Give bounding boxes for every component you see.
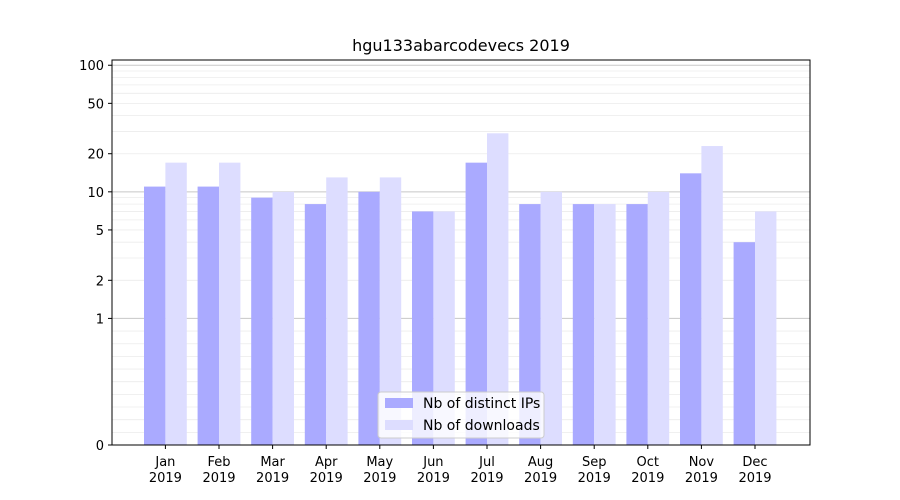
bar-distinct-ips xyxy=(572,204,595,445)
y-axis: 0 1 2 5 10 20 50 100 xyxy=(79,59,112,454)
legend-frame xyxy=(377,391,545,439)
bar-downloads xyxy=(594,204,616,445)
y-tick-label: 0 xyxy=(96,439,104,454)
x-tick-label-year: 2019 xyxy=(470,471,503,486)
legend-label-distinct-ips: Nb of distinct IPs xyxy=(423,396,540,412)
chart-title: hgu133abarcodevecs 2019 xyxy=(352,36,570,55)
bar-distinct-ips xyxy=(733,242,755,445)
bars xyxy=(144,133,777,446)
x-tick-label-month: Jun xyxy=(422,455,443,470)
x-tick-label-year: 2019 xyxy=(524,471,557,486)
x-tick-label-month: Apr xyxy=(315,455,338,470)
bar-distinct-ips xyxy=(197,186,219,446)
bar-downloads xyxy=(701,146,723,445)
bar-distinct-ips xyxy=(251,197,273,445)
legend: Nb of distinct IPs Nb of downloads xyxy=(377,391,545,439)
x-tick-label-year: 2019 xyxy=(738,471,771,486)
legend-swatch-distinct-ips xyxy=(385,398,413,408)
bar-distinct-ips xyxy=(412,211,434,445)
bar-downloads xyxy=(272,191,294,445)
x-tick-label-month: Jan xyxy=(154,455,175,470)
bar-distinct-ips xyxy=(304,204,327,445)
x-tick-label-month: May xyxy=(366,455,393,470)
bar-distinct-ips xyxy=(465,162,487,445)
bar-distinct-ips xyxy=(680,173,702,445)
bar-downloads xyxy=(433,211,455,445)
bar-downloads xyxy=(326,177,348,446)
bar-downloads xyxy=(540,191,562,445)
x-tick-label-month: Mar xyxy=(260,455,285,470)
legend-swatch-downloads xyxy=(385,420,413,430)
x-tick-label-month: Sep xyxy=(582,455,607,470)
bar-downloads xyxy=(219,162,241,445)
x-tick-label-month: Oct xyxy=(637,455,659,470)
x-axis: Jan2019Feb2019Mar2019Apr2019May2019Jun20… xyxy=(149,445,772,486)
bar-distinct-ips xyxy=(626,204,648,445)
x-tick-label-year: 2019 xyxy=(631,471,664,486)
x-tick-label-year: 2019 xyxy=(256,471,289,486)
x-tick-label-month: Nov xyxy=(689,455,715,470)
bar-downloads xyxy=(487,133,509,445)
bar-downloads xyxy=(379,177,402,446)
x-tick-label-month: Jul xyxy=(478,455,495,470)
y-tick-label: 50 xyxy=(87,97,104,112)
y-tick-label: 10 xyxy=(87,186,104,201)
x-tick-label-year: 2019 xyxy=(310,471,343,486)
x-tick-label-year: 2019 xyxy=(363,471,396,486)
x-tick-label-month: Dec xyxy=(742,455,767,470)
plot-frame xyxy=(111,59,811,446)
y-tick-label: 100 xyxy=(79,59,104,74)
y-tick-label: 5 xyxy=(96,224,104,239)
bar-distinct-ips xyxy=(358,191,380,445)
x-tick-label-year: 2019 xyxy=(417,471,450,486)
x-tick-label-month: Feb xyxy=(207,455,230,470)
bar-downloads xyxy=(647,191,670,445)
y-tick-label: 1 xyxy=(96,312,104,327)
y-tick-label: 20 xyxy=(87,148,104,163)
bar-downloads xyxy=(165,162,187,445)
bar-downloads xyxy=(755,211,777,445)
x-tick-label-year: 2019 xyxy=(149,471,182,486)
x-tick-label-year: 2019 xyxy=(685,471,718,486)
bar-distinct-ips xyxy=(144,186,166,446)
legend-label-downloads: Nb of downloads xyxy=(423,418,540,434)
bar-distinct-ips xyxy=(519,204,541,445)
x-tick-label-month: Aug xyxy=(528,455,553,470)
x-tick-label-year: 2019 xyxy=(202,471,235,486)
x-tick-label-year: 2019 xyxy=(578,471,611,486)
y-tick-label: 2 xyxy=(96,274,104,289)
